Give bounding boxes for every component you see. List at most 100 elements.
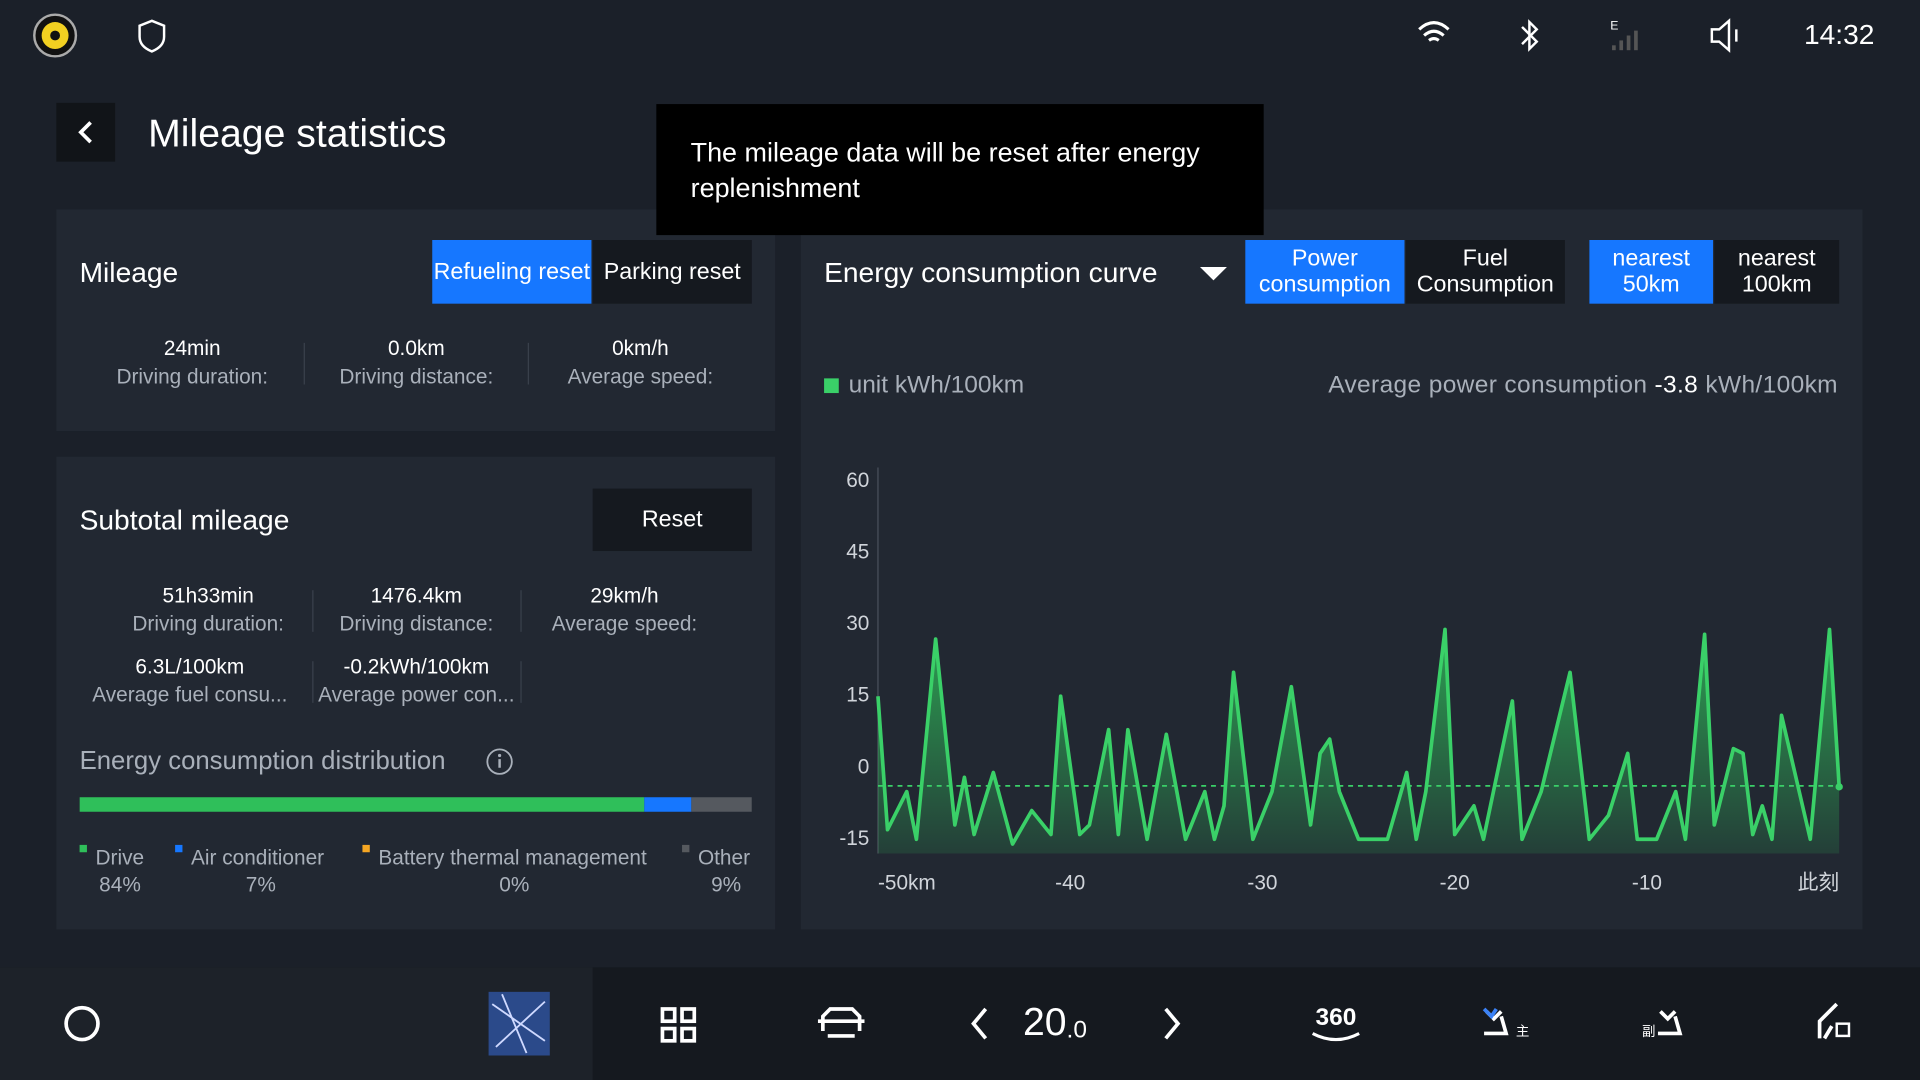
separator [520,590,522,632]
page-title: Mileage statistics [148,110,447,155]
distribution-title: Energy consumption distribution [79,746,446,776]
legend-name: Drive [95,846,145,870]
y-tick-label: 30 [846,612,869,635]
stat-label: Driving distance: [339,612,494,636]
temperature: 20 [1023,1001,1067,1044]
legend-swatch [175,844,183,853]
stat-value: 0km/h [612,336,669,361]
tab[interactable]: Fuel Consumption [1405,240,1565,304]
camera-arc [1311,1032,1360,1042]
separator [520,661,522,703]
stat-value: 51h33min [162,584,254,608]
signal-icon [1612,30,1638,51]
volume-icon[interactable] [1710,18,1738,53]
x-tick-label: -50km [878,872,936,895]
distribution-segment [691,797,752,812]
temp-up[interactable] [1164,1007,1181,1040]
area [877,629,1840,854]
range-tab[interactable]: nearest 50km [1589,240,1714,304]
chart-title: Energy consumption curve [824,256,1158,289]
tab[interactable]: Refueling reset [432,240,592,304]
y-tick-label: 45 [846,541,869,564]
average-text: Average power consumption -3.8 kWh/100km [1328,372,1838,400]
y-tick-label: 0 [858,755,870,778]
x-tick-label: -20 [1440,872,1470,895]
legend-name: Battery thermal management [378,846,647,870]
legend-value: 9% [711,873,742,897]
status-bar: E 14:32 [33,13,1874,58]
network-type: E [1610,18,1618,32]
passenger-seat-icon[interactable] [1657,1010,1683,1036]
legend-swatch [362,844,370,853]
info-icon[interactable] [485,747,514,776]
dock-icons: 20 .0 360 主 副 [64,991,1851,1056]
distribution-segment [644,797,692,812]
legend-swatch [824,378,839,394]
y-tick-label: -15 [839,827,869,850]
stat-label: Average speed: [551,612,698,636]
stat-label: Driving duration: [116,364,269,389]
car-icon[interactable] [817,1007,865,1038]
apps-icon[interactable] [660,1007,697,1043]
shield-icon[interactable] [138,19,166,53]
panel-title: Subtotal mileage [79,503,290,536]
tooltip: The mileage data will be reset after ene… [656,104,1264,236]
wifi-icon [1418,21,1450,42]
legend-swatch [79,844,87,853]
legend-value: 7% [245,873,276,897]
lock [1835,1022,1851,1038]
separator [527,342,529,385]
legend-label: unit kWh/100km [848,371,1025,399]
separator [312,590,314,632]
legend-name: Other [697,846,751,870]
range-tab[interactable]: nearest 100km [1714,240,1840,304]
stat-value: 24min [163,336,221,361]
stat-label: Average speed: [567,364,714,389]
bluetooth-icon [1521,19,1539,52]
x-tick-label: 此刻 [1798,872,1840,895]
seat-lock-icon[interactable] [1817,1002,1839,1040]
back-button[interactable] [56,102,116,162]
stat-value: -0.2kWh/100km [343,655,490,679]
temp-down[interactable] [971,1007,988,1040]
back-icon [78,121,92,144]
x-tick-label: -30 [1247,872,1277,895]
end-point [1835,783,1843,791]
stat-value: 6.3L/100km [135,655,245,679]
legend-name: Air conditioner [191,846,325,870]
clock: 14:32 [1804,19,1874,50]
x-tick-label: -40 [1055,872,1085,895]
album-pattern [491,993,546,1054]
line [876,627,1842,846]
average-value: -3.8 [1654,371,1699,399]
seat-label: 副 [1642,1024,1655,1039]
seat-label: 主 [1516,1024,1529,1039]
y-tick-label: 15 [846,684,869,707]
distribution-segment [79,797,645,812]
stat-label: Average power con... [318,683,515,707]
home-icon[interactable] [64,1005,100,1042]
distribution-bar [79,797,752,812]
x-tick-label: -10 [1632,872,1662,895]
separator [312,661,314,703]
logo-center [50,30,61,41]
legend-swatch [682,844,690,853]
seat-heat [1482,1007,1498,1020]
y-tick-label: 60 [846,469,869,492]
average-unit: kWh/100km [1705,371,1838,399]
stat-label: Average fuel consu... [92,683,288,707]
average-label: Average power consumption [1328,371,1648,399]
reset-button[interactable]: Reset [592,488,752,552]
stat-label: Driving distance: [339,364,494,389]
stat-label: Driving duration: [132,612,284,636]
legend-value: 84% [99,873,141,897]
tab[interactable]: Power consumption [1245,240,1405,304]
tab[interactable]: Parking reset [592,240,752,304]
panel-title: Mileage [79,256,179,289]
stat-value: 1476.4km [370,584,463,608]
dropdown-icon[interactable] [1200,264,1227,281]
chart: -15 0 15 30 45 60 -50km -40 -30 -20 -10 此刻 [839,467,1843,895]
camera-label[interactable]: 360 [1316,1004,1357,1031]
